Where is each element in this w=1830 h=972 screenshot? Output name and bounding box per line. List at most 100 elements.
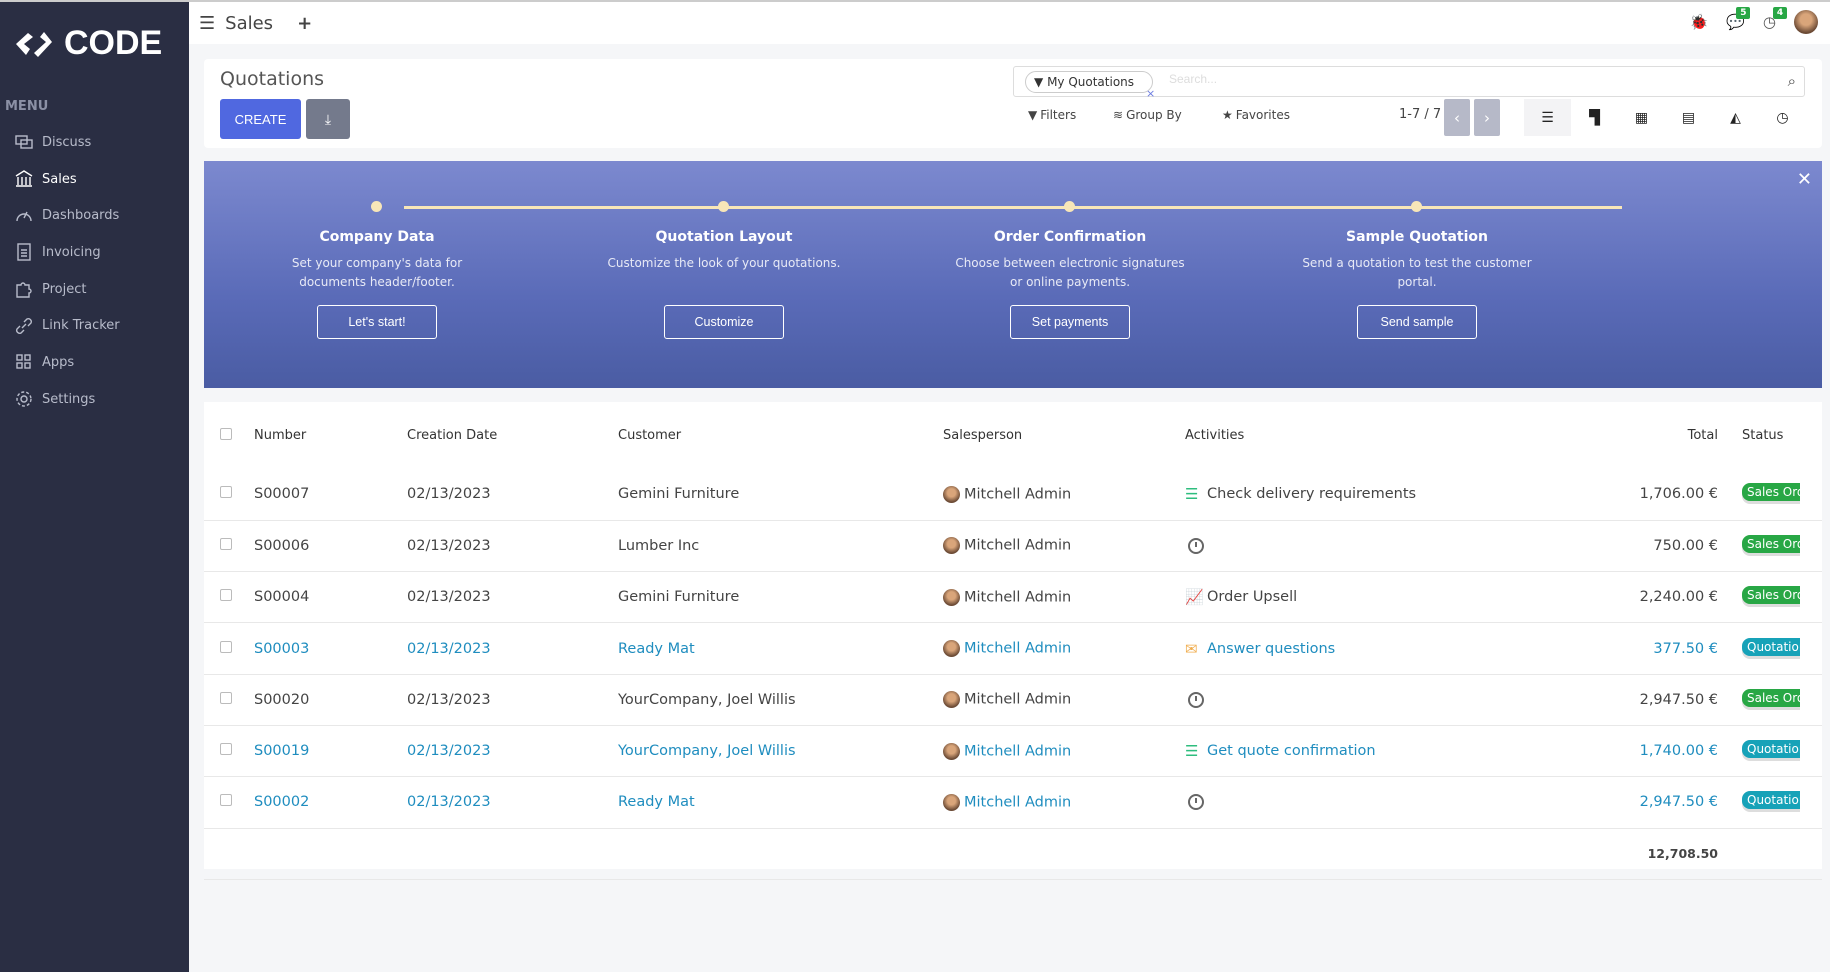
search-input[interactable] [1169,72,1729,86]
bank-icon [15,170,33,187]
creation-date: 02/13/2023 [407,520,618,573]
sidebar-item-apps[interactable]: Apps [0,344,189,381]
step-button[interactable]: Let's start! [317,305,437,339]
salesperson-avatar [943,640,960,658]
step-button[interactable]: Customize [664,305,784,339]
activity[interactable] [1185,776,1485,829]
row-checkbox[interactable] [220,486,232,499]
sidebar-item-dashboards[interactable]: Dashboards [0,197,189,234]
clock-icon[interactable] [1188,537,1204,554]
pager-next-button[interactable]: › [1474,99,1500,136]
total: 377.50 € [1485,622,1742,675]
search-icon[interactable]: ⌕ [1787,72,1796,90]
activity-view-icon[interactable]: ◷ [1776,109,1789,126]
layers-icon: ≋ [1113,108,1124,122]
pager-previous-button[interactable]: ‹ [1444,99,1470,136]
select-all-checkbox[interactable] [220,427,232,440]
step-dot [371,201,382,212]
col-date[interactable]: Creation Date [407,428,498,443]
activities-button[interactable]: ◷ 4 [1763,7,1788,31]
menu-toggle-icon[interactable]: ☰ [199,12,216,34]
chat-icon [15,135,33,150]
salesperson-name: Mitchell Admin [964,794,1072,811]
col-activities[interactable]: Activities [1185,428,1245,443]
activity[interactable]: ☰ Get quote confirmation [1185,725,1485,778]
add-tab-button[interactable]: + [297,12,313,34]
table-row[interactable]: S00020 02/13/2023 YourCompany, Joel Will… [204,674,1822,726]
activities-badge: 4 [1772,7,1788,19]
favorites-button[interactable]: ★ Favorites [1222,108,1290,122]
gear-icon [16,391,32,407]
activity[interactable] [1185,674,1485,726]
clock-icon[interactable] [1188,794,1204,811]
sidebar-item-label: Invoicing [42,244,101,260]
activity[interactable]: ✉ Answer questions [1185,622,1485,675]
total: 2,240.00 € [1485,571,1742,624]
row-checkbox[interactable] [220,640,232,653]
export-button[interactable]: ⤓ [306,99,350,139]
group-by-label: Group By [1126,108,1182,122]
table-row[interactable]: S00003 02/13/2023 Ready Mat Mitchell Adm… [204,622,1822,675]
activity-summary: Check delivery requirements [1207,486,1417,503]
graph-view-icon[interactable]: ◭ [1730,109,1741,126]
sidebar-item-discuss[interactable]: Discuss [0,124,189,161]
clock-icon[interactable] [1188,691,1204,708]
create-button[interactable]: CREATE [220,99,301,139]
order-number: S00004 [254,571,407,624]
app-name: Sales [225,12,274,34]
user-avatar[interactable] [1794,10,1818,34]
sidebar-item-sales[interactable]: Sales [0,161,189,198]
salesperson-avatar [943,793,960,811]
debug-icon[interactable]: 🐞 [1689,13,1709,31]
status-badge: Sales Order [1742,688,1800,707]
row-checkbox[interactable] [220,743,232,756]
table-row[interactable]: S00006 02/13/2023 Lumber Inc Mitchell Ad… [204,520,1822,573]
filters-button[interactable]: ▼ Filters [1028,108,1076,122]
activity[interactable]: ☰ Check delivery requirements [1185,469,1485,521]
row-checkbox[interactable] [220,794,232,807]
menu-heading: MENU [5,99,49,114]
list-view-icon[interactable]: ☰ [1524,99,1571,136]
sidebar-item-link-tracker[interactable]: Link Tracker [0,307,189,344]
col-total[interactable]: Total [1687,428,1718,443]
sidebar-item-settings[interactable]: Settings [0,381,189,418]
messages-button[interactable]: 💬 5 [1726,7,1751,31]
col-number[interactable]: Number [254,428,307,443]
col-status[interactable]: Status [1742,428,1784,443]
kanban-view-icon[interactable]: ▜ [1589,109,1600,126]
table-row[interactable]: S00002 02/13/2023 Ready Mat Mitchell Adm… [204,776,1822,829]
step-button[interactable]: Set payments [1010,305,1130,339]
row-checkbox[interactable] [220,537,232,550]
step-description: Choose between electronic signatures or … [955,256,1185,289]
table-row[interactable]: S00004 02/13/2023 Gemini Furniture Mitch… [204,571,1822,624]
search-facet[interactable]: ▼ My Quotations × [1025,71,1155,100]
logo[interactable]: CODE [14,24,162,63]
group-by-button[interactable]: ≋ Group By [1113,108,1182,122]
order-number: S00020 [254,674,407,726]
close-icon[interactable]: ✕ [1796,169,1812,190]
sidebar-item-label: Dashboards [42,208,120,224]
sidebar-item-project[interactable]: Project [0,271,189,308]
pager-value[interactable]: 1-7 / 7 [1399,107,1442,122]
remove-facet-icon[interactable]: × [1146,87,1156,100]
order-number: S00006 [254,520,407,573]
envelope-icon: ✉ [1185,639,1198,658]
salesperson-name: Mitchell Admin [964,486,1072,503]
row-checkbox[interactable] [220,691,232,704]
calendar-view-icon[interactable]: ▦ [1634,109,1649,126]
creation-date: 02/13/2023 [407,571,618,624]
salesperson: Mitchell Admin [943,725,1185,778]
pivot-view-icon[interactable]: ▤ [1681,109,1696,126]
download-icon: ⤓ [324,110,332,127]
table-row[interactable]: S00019 02/13/2023 YourCompany, Joel Will… [204,725,1822,778]
row-checkbox[interactable] [220,589,232,602]
table-row[interactable]: S00007 02/13/2023 Gemini Furniture Mitch… [204,469,1822,521]
col-customer[interactable]: Customer [618,428,682,443]
activity[interactable]: 📈 Order Upsell [1185,571,1485,624]
activity[interactable] [1185,520,1485,573]
step-button[interactable]: Send sample [1357,305,1477,339]
salesperson: Mitchell Admin [943,571,1185,624]
sidebar-item-invoicing[interactable]: Invoicing [0,234,189,271]
salesperson-avatar [943,742,960,760]
col-salesperson[interactable]: Salesperson [943,428,1023,443]
